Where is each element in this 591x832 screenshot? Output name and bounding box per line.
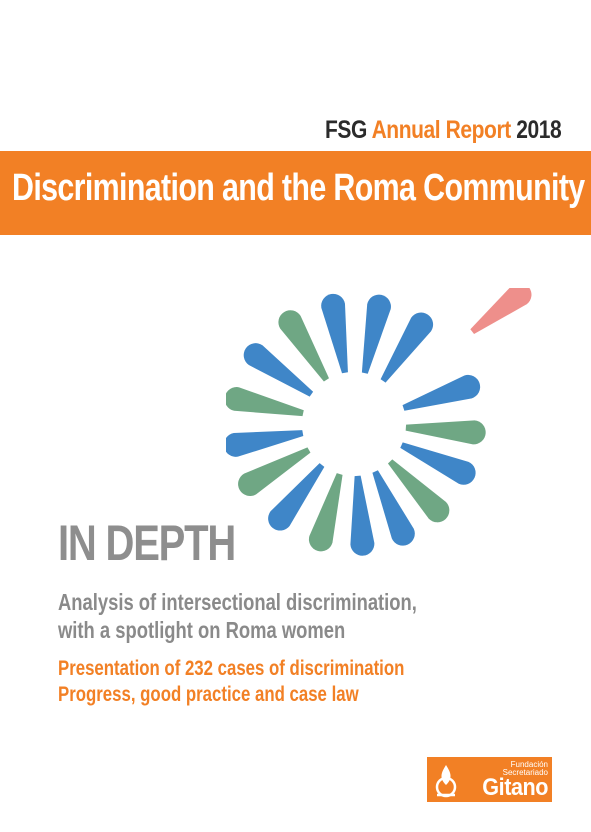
burst-petal: [405, 420, 486, 445]
subtitle-line: Analysis of intersectional discriminatio…: [58, 589, 417, 615]
burst-petal: [372, 470, 415, 546]
subtitle-line: with a spotlight on Roma women: [58, 617, 346, 643]
fsg-logo: Fundación Secretariado Gitano: [427, 757, 552, 802]
burst-petal-accent: [470, 288, 532, 335]
burst-petal: [226, 430, 304, 457]
burst-petal: [278, 310, 329, 382]
logo-org-line: Fundación: [510, 760, 548, 769]
burst-petal: [308, 473, 343, 552]
burst-petal: [238, 447, 311, 496]
burst-petal: [387, 459, 450, 523]
org-acronym: FSG: [324, 116, 367, 144]
logo-org-line: Secretariado: [502, 768, 548, 777]
section-heading: IN DEPTH: [58, 515, 236, 571]
burst-petal: [400, 442, 476, 485]
logo-name: Gitano: [482, 774, 548, 801]
title-banner: Discrimination and the Roma Community: [0, 151, 591, 235]
report-year: 2018: [515, 116, 561, 144]
flame-icon: [435, 765, 457, 798]
report-series: Annual Report: [371, 116, 511, 144]
highlight-line: Progress, good practice and case law: [58, 683, 359, 706]
burst-petal: [321, 293, 348, 374]
page-title: Discrimination and the Roma Community: [12, 167, 585, 209]
burst-petal: [268, 463, 325, 531]
burst-petal: [380, 312, 434, 383]
highlight-line: Presentation of 232 cases of discriminat…: [58, 657, 405, 680]
subtitle: Analysis of intersectional discriminatio…: [58, 588, 417, 644]
burst-petal: [361, 294, 391, 374]
burst-petal: [226, 387, 304, 417]
highlights: Presentation of 232 cases of discriminat…: [58, 656, 404, 708]
burst-petal: [350, 475, 375, 556]
report-series-line: FSG Annual Report 2018: [324, 116, 562, 145]
radial-burst-graphic: [226, 288, 532, 556]
burst-petal: [402, 374, 481, 411]
burst-petal: [243, 343, 314, 397]
